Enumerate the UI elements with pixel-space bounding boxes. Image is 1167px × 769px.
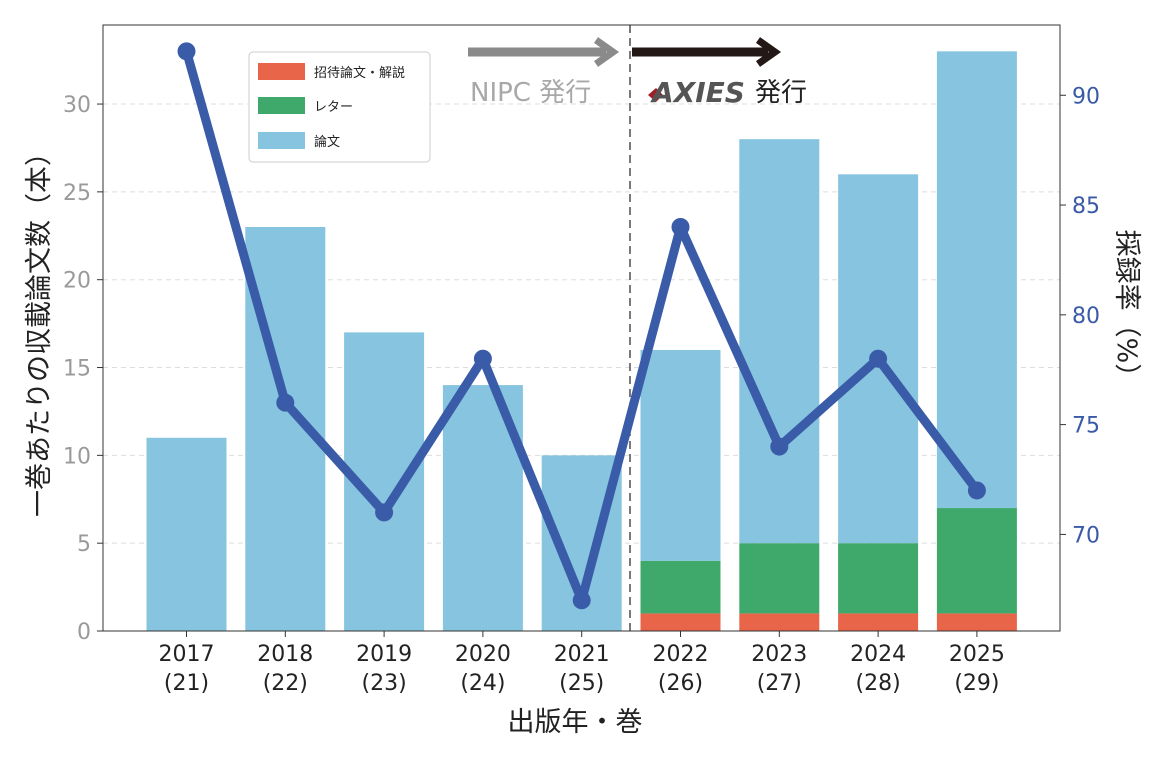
acceptance-rate-point (375, 503, 394, 522)
y-tick-label: 25 (63, 181, 91, 206)
y2-tick-label: 80 (1072, 304, 1100, 329)
right-axis-ticks: 70 75 80 85 90 (1060, 84, 1100, 548)
legend-label-paper: 論文 (314, 134, 340, 150)
axies-annotation: AXIES 発行 (632, 37, 807, 109)
bar-invited (838, 613, 919, 631)
bar-paper (936, 51, 1017, 509)
legend-label-invited: 招待論文・解説 (314, 65, 405, 81)
y2-tick-label: 70 (1072, 523, 1100, 548)
x-axis-ticks: 2017 (21) 2018 (22) 2019 (23) 2020 (24) 2021 (25)… (159, 631, 1005, 696)
x-tick-year: 2022 (653, 642, 709, 667)
x-tick-year: 2021 (554, 642, 610, 667)
bar-paper (640, 349, 721, 561)
x-tick-volume: (23) (362, 671, 407, 696)
acceptance-rate-point (967, 481, 986, 500)
x-tick-year: 2017 (159, 642, 215, 667)
bar-invited (936, 613, 1017, 631)
acceptance-rate-point (473, 349, 492, 368)
axies-label: 発行 (755, 78, 807, 108)
x-tick-volume: (28) (856, 671, 901, 696)
bar-invited (640, 613, 721, 631)
y2-tick-label: 75 (1072, 414, 1100, 439)
legend-swatch-paper (258, 132, 305, 149)
nipc-annotation: NIPC 発行 (468, 37, 620, 108)
x-tick-volume: (29) (954, 671, 999, 696)
legend-swatch-invited (258, 63, 305, 80)
x-axis-title: 出版年・巻 (508, 707, 643, 738)
acceptance-rate-point (671, 218, 690, 236)
nipc-label: NIPC 発行 (470, 78, 591, 108)
x-tick-year: 2020 (455, 642, 511, 667)
acceptance-rate-point (572, 591, 591, 610)
x-tick-volume: (25) (559, 671, 604, 696)
x-tick-year: 2018 (257, 642, 313, 667)
x-tick-year: 2025 (949, 642, 1005, 667)
y2-axis-title: 採録率（%） (1111, 230, 1142, 391)
y-tick-label: 20 (63, 269, 91, 294)
y-tick-label: 10 (63, 444, 91, 469)
axies-logo-mark (648, 88, 663, 102)
x-tick-volume: (26) (658, 671, 703, 696)
y-axis-title: 一巻あたりの収載論文数（本） (24, 139, 55, 517)
nipc-arrow-head (593, 37, 620, 67)
bar-letter (640, 560, 721, 614)
left-axis-ticks: 0 5 10 15 20 25 30 (63, 93, 103, 645)
acceptance-rate-point (177, 42, 196, 61)
x-tick-volume: (21) (164, 671, 209, 696)
axies-arrow-head (755, 37, 782, 67)
bar-letter (838, 543, 919, 614)
y-tick-label: 5 (77, 532, 91, 557)
y2-tick-label: 90 (1072, 84, 1100, 109)
x-tick-year: 2024 (850, 642, 906, 667)
bar-invited (739, 613, 820, 631)
acceptance-rate-point (276, 393, 295, 412)
y-tick-label: 0 (77, 620, 91, 645)
bar-letter (739, 543, 820, 614)
acceptance-rate-point (770, 437, 789, 456)
y-tick-label: 30 (63, 93, 91, 118)
bar-letter (936, 508, 1017, 614)
acceptance-rate-line (177, 42, 986, 610)
legend-swatch-letter (258, 97, 305, 114)
x-tick-volume: (24) (460, 671, 505, 696)
y2-tick-label: 85 (1072, 194, 1100, 219)
y-tick-label: 15 (63, 357, 91, 382)
x-tick-year: 2019 (356, 642, 412, 667)
x-tick-volume: (22) (263, 671, 308, 696)
axies-logo: AXIES (650, 76, 745, 109)
x-tick-volume: (27) (757, 671, 802, 696)
bar-paper (146, 437, 227, 631)
legend: 招待論文・解説 レター 論文 (248, 51, 431, 163)
x-tick-year: 2023 (751, 642, 807, 667)
acceptance-rate-point (869, 349, 888, 368)
bar-paper (739, 139, 820, 544)
legend-label-letter: レター (314, 100, 353, 115)
